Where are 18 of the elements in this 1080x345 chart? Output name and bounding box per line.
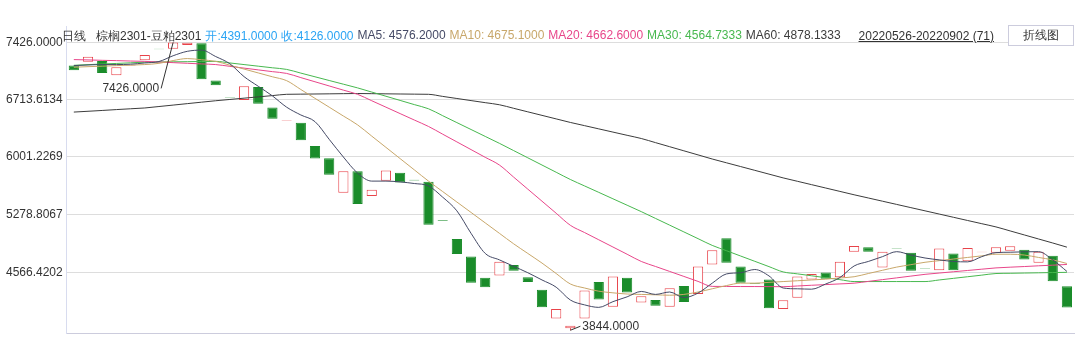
text: MA10: 4675.1000 <box>449 28 545 44</box>
annotation: 3844.0000 <box>582 318 640 333</box>
y-tick-label: 4566.4202 <box>5 264 64 279</box>
y-tick-label: 6001.2269 <box>5 149 64 164</box>
text: MA20: 4662.6000 <box>548 28 644 44</box>
annotation: 折线图 <box>1008 25 1074 46</box>
y-tick-label: 7426.0000 <box>5 34 64 49</box>
annotation: 7426.0000 <box>102 80 160 95</box>
chart-title: 日线 <box>62 28 86 43</box>
annotation: 开:4391.0000 <box>205 28 278 45</box>
annotation: 20220526-20220902 (71) <box>858 28 994 43</box>
text: MA5: 4576.2000 <box>357 28 446 44</box>
y-tick-label: 6713.6134 <box>5 91 64 106</box>
text: MA30: 4564.7333 <box>647 28 742 44</box>
y-tick-label: 5278.8067 <box>5 207 64 222</box>
annotation: 收:4126.0000 <box>281 28 354 45</box>
text: MA60: 4878.1333 <box>745 28 841 44</box>
chart-subtitle: 棕榈2301-豆粕2301 <box>96 28 202 45</box>
